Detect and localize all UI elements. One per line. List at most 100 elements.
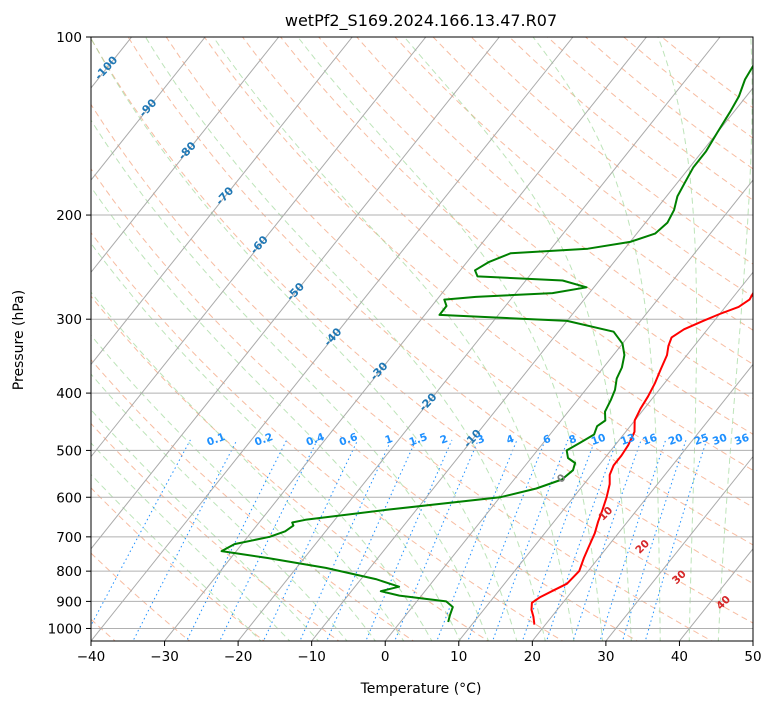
mixing-ratio-label: 6 <box>542 433 553 447</box>
moist-adiabat <box>91 373 348 641</box>
mixing-ratio-line <box>644 439 708 641</box>
y-tick-label: 200 <box>56 208 82 224</box>
mixing-ratio-line <box>492 439 569 641</box>
isotherm-label: -50 <box>284 280 307 304</box>
mixing-ratio-label: 1 <box>383 433 394 447</box>
dry-adiabat <box>203 37 753 508</box>
isotherm-label: -20 <box>416 390 439 414</box>
isotherm-label: -40 <box>321 325 344 349</box>
isotherm <box>605 455 753 641</box>
y-tick-label: 900 <box>56 594 82 610</box>
mixing-ratio-line <box>299 439 392 641</box>
mixing-ratio-line <box>467 439 546 641</box>
dry-adiabat <box>165 37 753 546</box>
y-tick-label: 100 <box>56 30 82 46</box>
dry-adiabat <box>318 37 753 400</box>
mixing-ratio-label: 4 <box>505 433 516 447</box>
mixing-ratio-line <box>262 439 359 641</box>
dry-adiabat <box>91 487 266 641</box>
x-tick-label: −10 <box>297 649 326 665</box>
moist-adiabat-label: 20 <box>633 538 652 557</box>
x-tick-label: 0 <box>381 649 390 665</box>
dewpoint-line <box>220 64 753 623</box>
mixing-ratio-label: 16 <box>641 432 659 448</box>
mixing-ratio-label: 0.6 <box>338 431 360 449</box>
y-tick-label: 800 <box>56 564 82 580</box>
y-tick-label: 400 <box>56 386 82 402</box>
mixing-ratio-label: 30 <box>711 432 729 448</box>
x-tick-label: −40 <box>77 649 106 665</box>
mixing-ratio-label: 36 <box>733 432 751 448</box>
dry-adiabat <box>470 37 753 265</box>
x-tick-label: 10 <box>450 649 467 665</box>
line-labels: -100-90-80-70-60-50-40-30-20-100.1 0.2 0.4… <box>92 53 751 612</box>
moist-adiabat <box>717 37 753 641</box>
mixing-ratio-label: 0.4 <box>305 431 327 449</box>
mixing-ratio-line <box>572 439 642 641</box>
isotherm <box>237 37 721 641</box>
y-axis-label: Pressure (hPa) <box>11 290 27 390</box>
mixing-ratio-label: 3 <box>475 433 486 447</box>
mixing-ratio-label: 0.2 <box>253 431 275 449</box>
isotherm <box>91 37 280 274</box>
dry-adiabat <box>91 358 415 641</box>
mixing-ratio-label: 13 <box>619 432 637 448</box>
isotherm <box>531 363 753 641</box>
isotherm <box>752 640 753 641</box>
mixing-ratio-line <box>521 439 596 641</box>
isotherm <box>164 37 647 641</box>
isotherm <box>91 37 500 550</box>
mixing-ratio-line <box>599 439 667 641</box>
x-tick-label: −30 <box>150 649 179 665</box>
mixing-ratio-line <box>394 439 479 641</box>
y-tick-label: 500 <box>56 443 82 459</box>
dry-adiabat <box>127 37 753 585</box>
x-tick-label: 20 <box>524 649 541 665</box>
moist-adiabat <box>91 119 490 641</box>
plot-frame <box>90 36 754 642</box>
background-lines <box>0 37 753 641</box>
mixing-ratio-line <box>91 439 191 627</box>
moist-adiabat-label: 40 <box>714 593 733 612</box>
isotherm-label: -70 <box>213 184 236 208</box>
isotherm <box>0 37 58 641</box>
mixing-ratio-label: 2 <box>439 433 450 447</box>
isotherm <box>311 87 753 641</box>
mixing-ratio-line <box>326 439 417 641</box>
x-axis: −40 −30 −20 −10 0 10 20 30 40 50 <box>77 641 762 665</box>
temperature-line <box>530 291 753 625</box>
moist-adiabat <box>403 37 632 641</box>
dry-adiabat <box>91 103 713 641</box>
dry-adiabat <box>242 37 753 471</box>
mixing-ratio-label: 8 <box>567 433 578 447</box>
isotherm-label: -60 <box>248 233 271 257</box>
y-tick-label: 300 <box>56 312 82 328</box>
x-tick-label: 30 <box>597 649 614 665</box>
dry-adiabat <box>91 295 489 641</box>
moist-adiabat <box>91 186 461 641</box>
y-tick-label: 1000 <box>48 621 82 637</box>
chart-title: wetPf2_S169.2024.166.13.47.R07 <box>285 11 557 31</box>
mixing-ratio-line <box>132 439 238 641</box>
mixing-ratio-label: 0.1 <box>205 431 227 449</box>
isotherm <box>679 548 753 641</box>
moist-adiabat <box>91 242 433 641</box>
isotherm <box>91 37 353 366</box>
dry-adiabat <box>585 37 753 170</box>
mixing-ratio-line <box>546 439 618 641</box>
x-tick-label: −20 <box>224 649 253 665</box>
isotherm <box>91 37 574 641</box>
plot-area: -100-90-80-70-60-50-40-30-20-100.1 0.2 0.4… <box>0 36 754 642</box>
mixing-ratio-line <box>219 439 318 641</box>
mixing-ratio-label: 25 <box>693 432 711 448</box>
moist-adiabat <box>212 37 575 641</box>
mixing-ratio-line <box>186 439 288 641</box>
isotherm-label: -100 <box>92 53 121 82</box>
isotherm <box>91 37 427 458</box>
series-group <box>220 64 753 625</box>
dry-adiabat <box>91 231 564 641</box>
x-tick-label: 50 <box>744 649 761 665</box>
moist-adiabat <box>91 291 405 641</box>
isotherm <box>458 271 753 641</box>
